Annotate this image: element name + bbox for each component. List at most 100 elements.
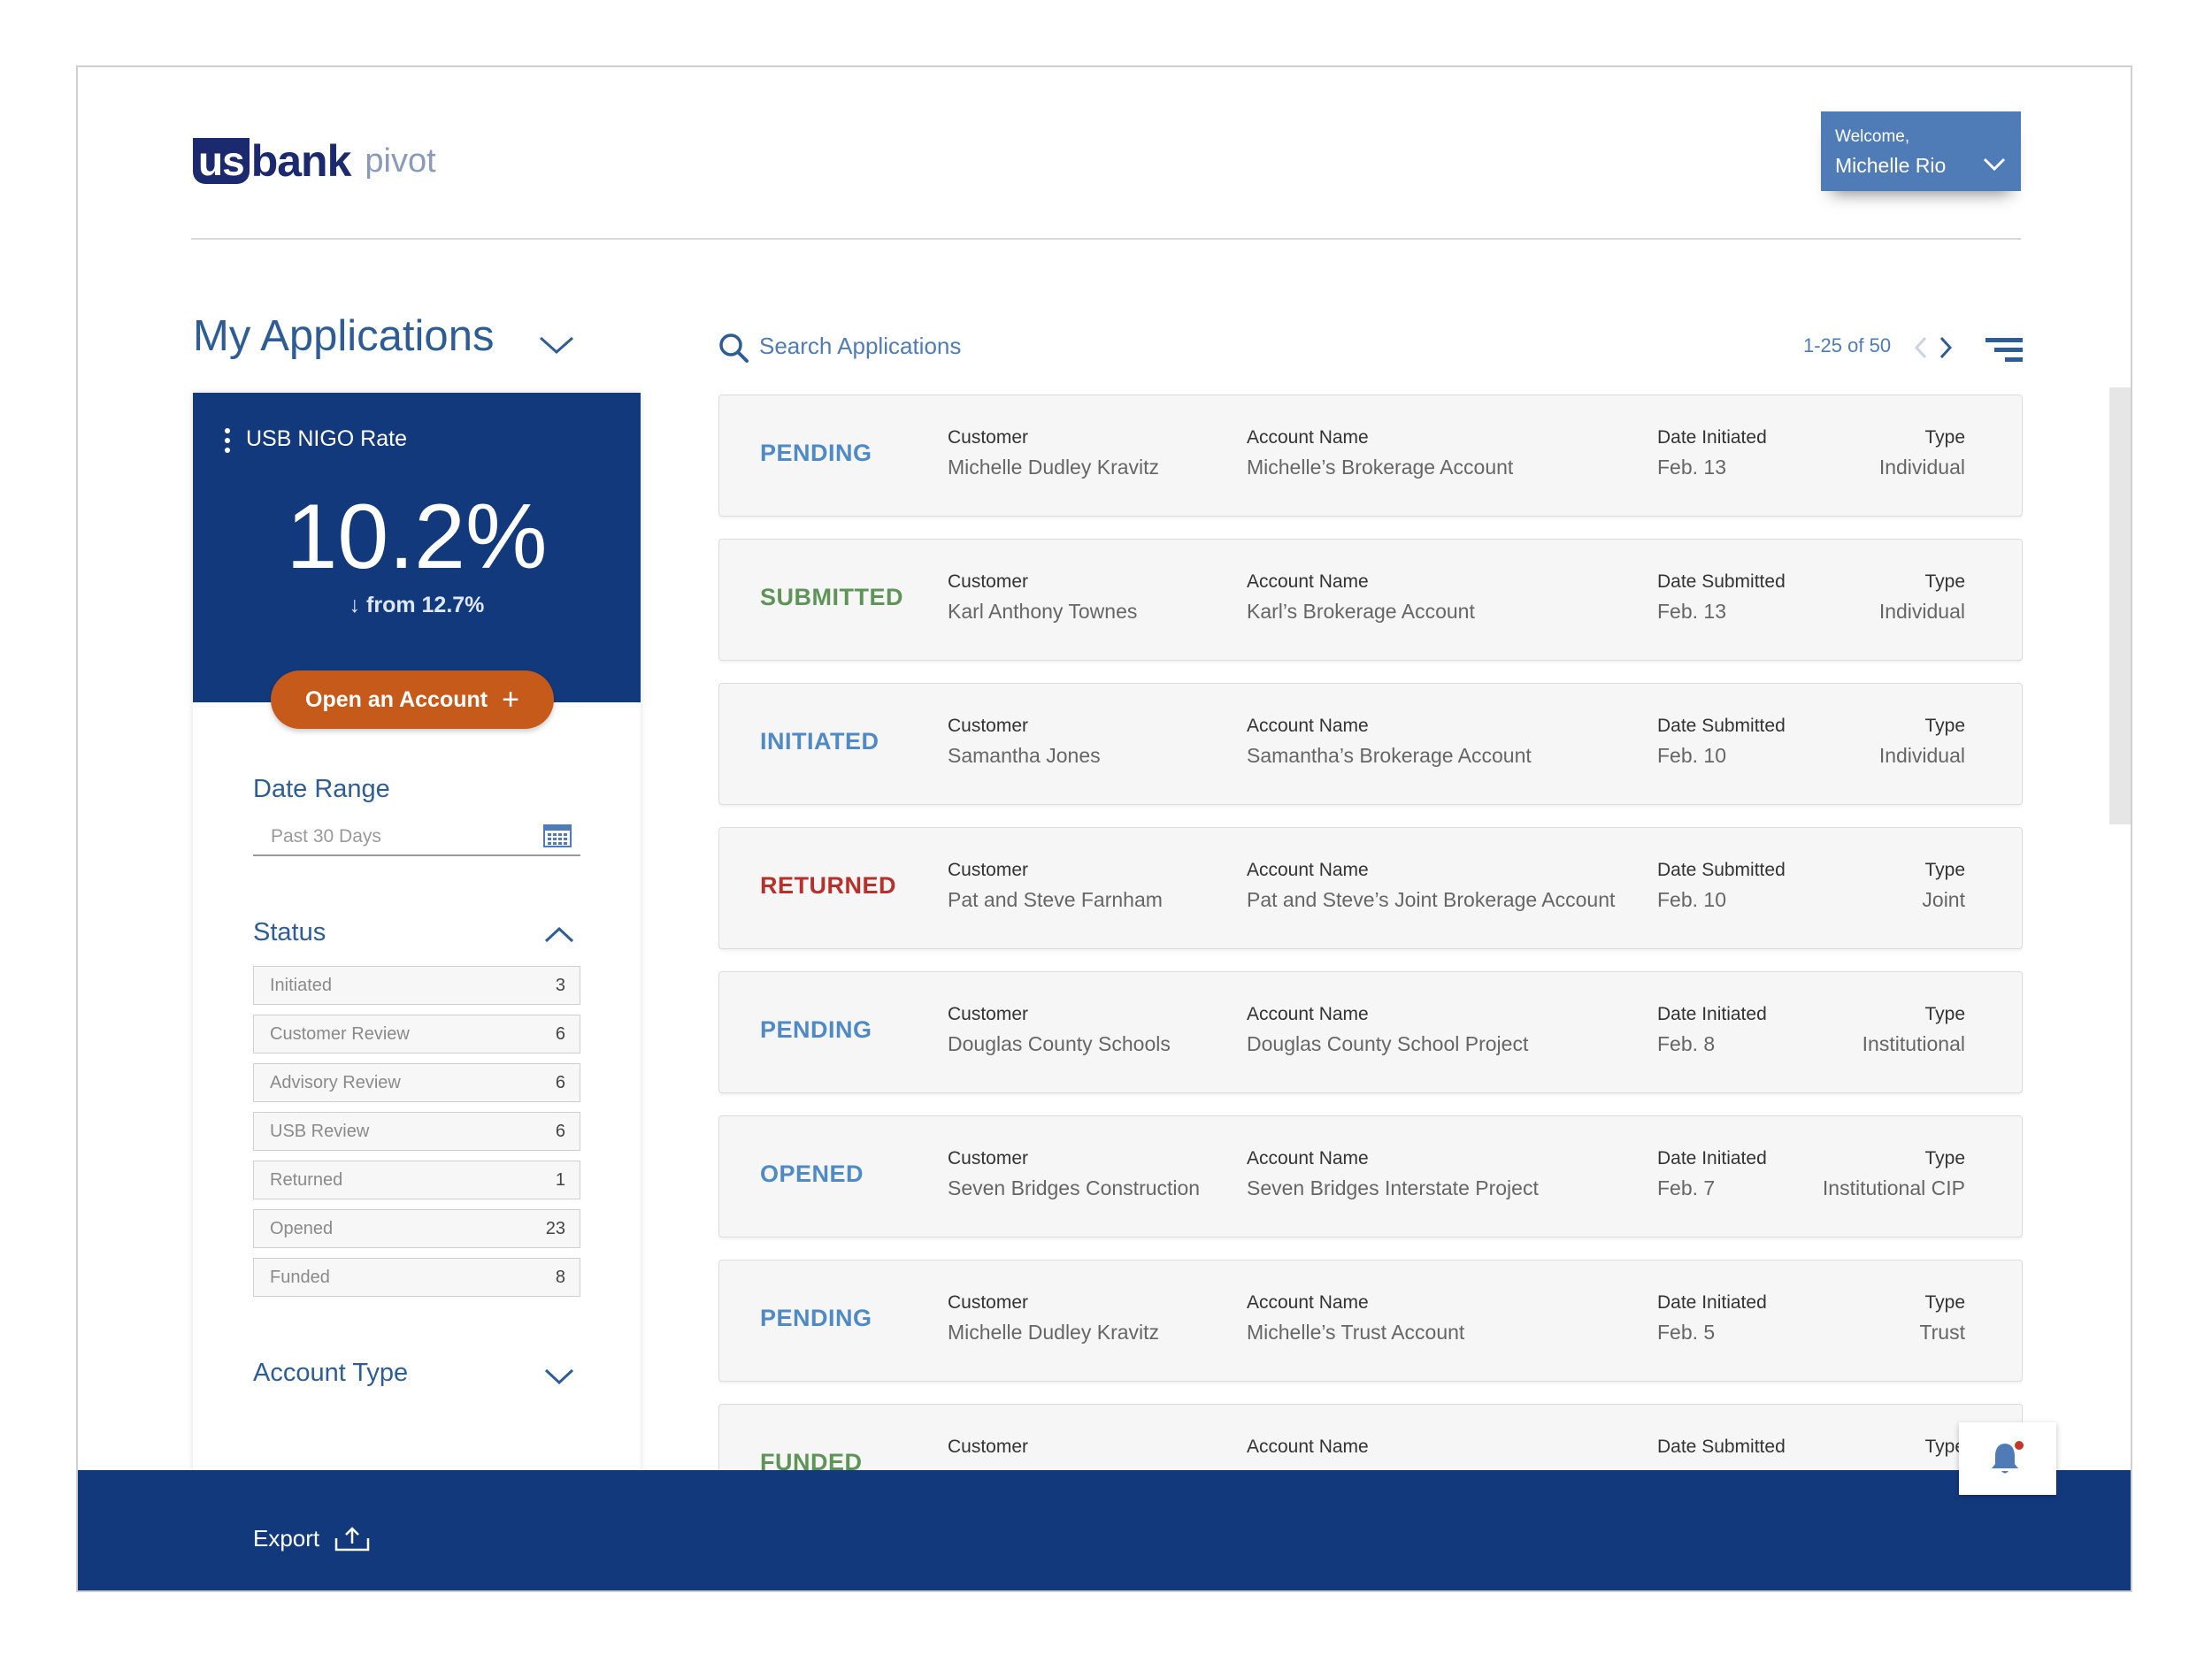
- application-card[interactable]: PENDING Customer Michelle Dudley Kravitz Ac…: [718, 1260, 2023, 1382]
- field-label: Type: [1924, 1292, 1965, 1313]
- status-filter-item[interactable]: Opened 23: [253, 1209, 580, 1248]
- status-filter-count: 8: [555, 1267, 565, 1287]
- status-filter-item[interactable]: Customer Review 6: [253, 1015, 580, 1054]
- customer-field: Customer Michelle Dudley Kravitz: [948, 1292, 1159, 1345]
- status-filter-count: 1: [555, 1169, 565, 1190]
- calendar-icon[interactable]: [543, 824, 572, 847]
- status-filter-label: Returned: [270, 1169, 343, 1190]
- chevron-up-icon[interactable]: [543, 926, 575, 944]
- status-filter-item[interactable]: USB Review 6: [253, 1112, 580, 1151]
- account-name: Pat and Steve’s Joint Brokerage Account: [1247, 888, 1616, 911]
- upload-icon: [334, 1526, 370, 1551]
- export-button[interactable]: Export: [253, 1525, 371, 1552]
- customer-field: Customer Seven Bridges Construction: [948, 1148, 1200, 1200]
- status-filter-label: Customer Review: [270, 1023, 410, 1044]
- account-type: Individual: [1878, 600, 1965, 623]
- status-filter-item[interactable]: Returned 1: [253, 1161, 580, 1199]
- chevron-left-icon[interactable]: [1915, 336, 1927, 359]
- application-date: Feb. 8: [1657, 1032, 1716, 1055]
- status-filter-list: Initiated 3 Customer Review 6 Advisory Rev…: [253, 966, 580, 1306]
- status-filter-label: Opened: [270, 1218, 334, 1238]
- chevron-right-icon[interactable]: [1939, 336, 1952, 359]
- account-type: Institutional CIP: [1822, 1176, 1965, 1199]
- type-field: Type Institutional: [1863, 1004, 1965, 1056]
- field-label: Customer: [948, 571, 1029, 592]
- account-type: Joint: [1922, 888, 1965, 911]
- application-status: INITIATED: [760, 728, 879, 755]
- bell-icon: [1992, 1441, 2024, 1474]
- application-status: PENDING: [760, 1016, 872, 1043]
- type-field: Type: [1924, 1437, 1965, 1465]
- status-filter-count: 6: [555, 1121, 565, 1141]
- field-label: Customer: [948, 427, 1029, 448]
- status-filter-label: Advisory Review: [270, 1072, 401, 1092]
- chevron-down-icon[interactable]: [1982, 156, 2007, 173]
- usbank-pivot-logo[interactable]: us bank pivot: [193, 136, 436, 186]
- account-field: Account Name Michelle’s Brokerage Account: [1247, 427, 1513, 479]
- status-filter-label: Initiated: [270, 975, 333, 995]
- field-label: Account Name: [1247, 571, 1369, 592]
- account-type-filter-title[interactable]: Account Type: [253, 1359, 409, 1387]
- chevron-down-icon[interactable]: [538, 334, 575, 356]
- pagination-range: 1-25 of 50: [1803, 334, 1892, 356]
- sort-filter-icon[interactable]: [1985, 336, 2023, 363]
- field-label: Account Name: [1247, 1004, 1369, 1024]
- field-label: Account Name: [1247, 1148, 1369, 1168]
- account-field: Account Name Douglas County School Projec…: [1247, 1004, 1528, 1056]
- logo-us-mark: us: [193, 138, 250, 184]
- application-date: Feb. 10: [1657, 744, 1726, 767]
- status-filter-item[interactable]: Funded 8: [253, 1258, 580, 1297]
- customer-field: Customer Samantha Jones: [948, 716, 1101, 768]
- account-type: Individual: [1878, 456, 1965, 479]
- more-vertical-icon[interactable]: [225, 428, 230, 453]
- header-divider: [191, 238, 2021, 240]
- customer-field: Customer: [948, 1437, 1028, 1465]
- field-label: Type: [1924, 1004, 1965, 1024]
- user-menu[interactable]: Welcome, Michelle Rio: [1821, 111, 2021, 191]
- application-card[interactable]: OPENED Customer Seven Bridges Construction…: [718, 1115, 2023, 1237]
- date-range-input[interactable]: Past 30 Days: [253, 817, 580, 856]
- application-card[interactable]: PENDING Customer Douglas County Schools Acc…: [718, 971, 2023, 1093]
- status-filter-label: Funded: [270, 1267, 330, 1287]
- type-field: Type Individual: [1879, 716, 1965, 768]
- logo-pivot-text: pivot: [365, 142, 436, 180]
- account-name: Douglas County School Project: [1247, 1032, 1529, 1055]
- application-card[interactable]: SUBMITTED Customer Karl Anthony Townes Acco…: [718, 539, 2023, 661]
- search-input[interactable]: Search Applications: [759, 333, 962, 359]
- notifications-button[interactable]: [1959, 1422, 2056, 1495]
- chevron-down-icon[interactable]: [543, 1368, 575, 1385]
- application-date: Feb. 5: [1657, 1321, 1716, 1344]
- application-date: Feb. 13: [1657, 600, 1726, 623]
- date-field: Date Submitted Feb. 10: [1657, 860, 1786, 912]
- search-icon[interactable]: [718, 333, 749, 363]
- scrollbar[interactable]: [2109, 387, 2131, 824]
- application-card[interactable]: INITIATED Customer Samantha Jones Account N…: [718, 683, 2023, 805]
- customer-field: Customer Michelle Dudley Kravitz: [948, 427, 1159, 479]
- application-status: PENDING: [760, 440, 872, 466]
- plus-icon: +: [502, 682, 519, 716]
- open-account-button[interactable]: Open an Account +: [271, 670, 554, 729]
- field-label: Account Name: [1247, 1437, 1369, 1457]
- date-field: Date Initiated Feb. 5: [1657, 1292, 1767, 1345]
- application-card[interactable]: PENDING Customer Michelle Dudley Kravitz Ac…: [718, 395, 2023, 517]
- nigo-value: 10.2%: [286, 486, 548, 588]
- application-date: Feb. 7: [1657, 1176, 1716, 1199]
- status-filter-count: 23: [545, 1218, 565, 1238]
- footer-bar: Export: [78, 1470, 2131, 1590]
- open-account-label: Open an Account: [305, 686, 488, 712]
- application-card[interactable]: RETURNED Customer Pat and Steve Farnham Acc…: [718, 827, 2023, 949]
- welcome-label: Welcome,: [1835, 127, 1910, 146]
- account-name: Michelle’s Brokerage Account: [1247, 456, 1514, 479]
- field-label: Type: [1924, 571, 1965, 592]
- page-title: My Applications: [193, 312, 495, 360]
- application-status: PENDING: [760, 1305, 872, 1331]
- field-label: Date Initiated: [1657, 427, 1767, 448]
- application-status: RETURNED: [760, 872, 897, 899]
- field-label: Account Name: [1247, 716, 1369, 736]
- status-filter-item[interactable]: Initiated 3: [253, 966, 580, 1005]
- field-label: Type: [1924, 1148, 1965, 1168]
- field-label: Date Submitted: [1657, 1437, 1786, 1457]
- customer-name: Douglas County Schools: [948, 1032, 1171, 1055]
- status-filter-item[interactable]: Advisory Review 6: [253, 1063, 580, 1102]
- customer-name: Michelle Dudley Kravitz: [948, 1321, 1160, 1344]
